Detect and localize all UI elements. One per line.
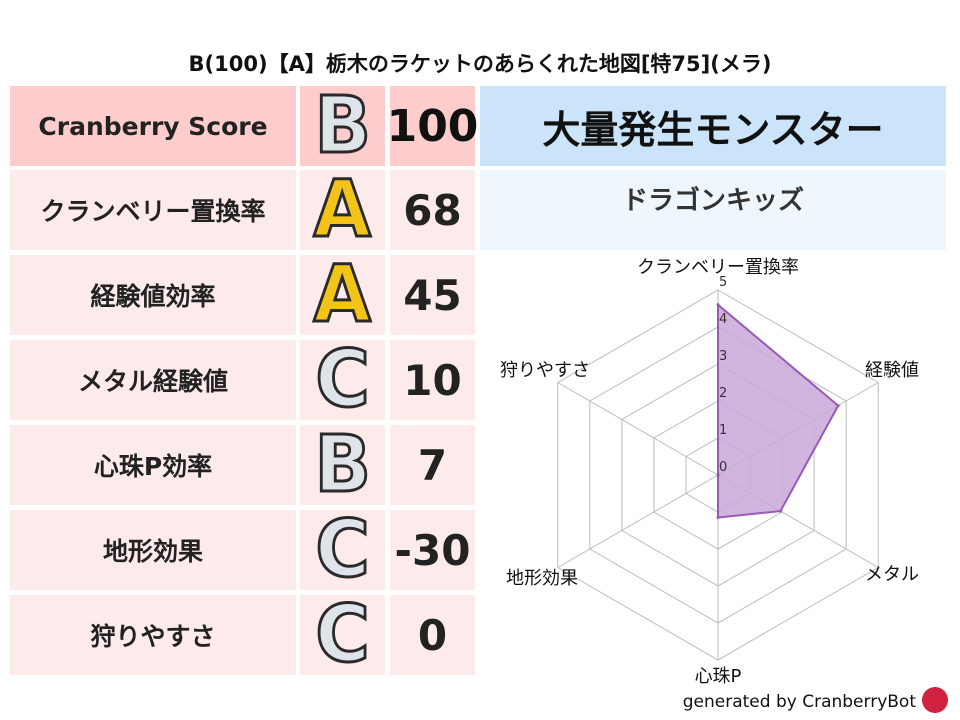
- grade-letter: A: [312, 250, 372, 340]
- score-value: 100: [387, 86, 478, 166]
- cranberry-bot-icon: [922, 687, 948, 713]
- radar-data-point: [836, 404, 840, 408]
- metric-grade-badge: C: [300, 505, 385, 595]
- footer-credit: generated by CranberryBot: [682, 692, 916, 712]
- metric-value: 7: [390, 425, 475, 505]
- metric-grade-badge: B: [300, 420, 385, 510]
- metric-label: 心珠P効率: [10, 425, 296, 505]
- radar-spoke: [557, 382, 719, 476]
- score-label: Cranberry Score: [10, 86, 296, 166]
- radar-series-area: [717, 302, 840, 519]
- page-title: B(100)【A】栃木のラケットのあらくれた地図[特75](メラ): [188, 52, 772, 76]
- grade-letter: B: [313, 81, 372, 171]
- metric-grade-badge: A: [300, 165, 385, 255]
- metric-grade-badge: C: [300, 335, 385, 425]
- radar-tick-label: 2: [719, 386, 727, 401]
- radar-axis-label: メタル: [865, 564, 919, 585]
- metric-value: -30: [390, 510, 475, 590]
- metric-value: 0: [390, 595, 475, 675]
- radar-data-point: [716, 303, 720, 307]
- radar-axis-label: 心珠P: [695, 666, 742, 687]
- radar-tick-label: 1: [719, 423, 727, 438]
- event-title: 大量発生モンスター: [480, 86, 946, 166]
- metric-value: 68: [390, 170, 475, 250]
- metric-label: 地形効果: [10, 510, 296, 590]
- grade-letter: C: [314, 590, 371, 680]
- metric-label: 経験値効率: [10, 255, 296, 335]
- radar-spoke: [557, 474, 719, 568]
- radar-axis-label: 経験値: [865, 360, 919, 381]
- monster-name: ドラゴンキッズ: [480, 170, 946, 250]
- grade-letter: C: [314, 335, 371, 425]
- radar-data-point: [716, 473, 720, 477]
- radar-axis-label: 地形効果: [506, 568, 578, 589]
- metric-grade-badge: A: [300, 250, 385, 340]
- radar-tick-label: 0: [719, 460, 727, 475]
- metric-value: 10: [390, 340, 475, 420]
- metric-label: クランベリー置換率: [10, 170, 296, 250]
- grade-letter: B: [313, 420, 372, 510]
- metric-value: 45: [390, 255, 475, 335]
- score-grade-badge: B: [300, 81, 385, 171]
- grade-letter: C: [314, 505, 371, 595]
- radar-axis-label: 狩りやすさ: [500, 360, 590, 381]
- radar-axis-label: クランベリー置換率: [637, 257, 799, 278]
- metric-label: 狩りやすさ: [10, 595, 296, 675]
- metric-grade-badge: C: [300, 590, 385, 680]
- radar-data-point: [716, 516, 720, 520]
- radar-data-point: [778, 509, 782, 513]
- radar-tick-label: 4: [719, 312, 727, 327]
- metric-label: メタル経験値: [10, 340, 296, 420]
- radar-tick-label: 3: [719, 349, 727, 364]
- grade-letter: A: [312, 165, 372, 255]
- radar-tick-label: 5: [719, 275, 727, 290]
